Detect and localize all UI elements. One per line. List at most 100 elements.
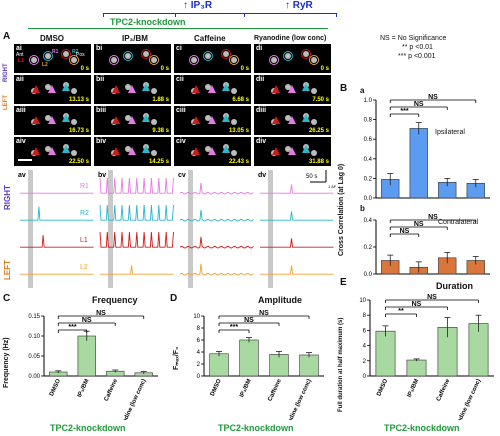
y-tick-label: 0.2 [364, 176, 373, 182]
roi-circle [221, 49, 231, 59]
trace-l1 [179, 236, 254, 249]
arrowhead-marker [192, 85, 200, 93]
cell-spot [45, 115, 51, 121]
significance-label: NS [96, 310, 106, 317]
tile-image [269, 49, 319, 65]
x-tick-label: Caffeine [267, 378, 283, 403]
cell-spot [205, 146, 211, 152]
tile-timestamp: 0 s [320, 66, 329, 72]
cell-spot [191, 57, 197, 63]
image-tile-ai: ai 0 s R1 R2 L1 L2 Ant Pos [14, 44, 91, 73]
ryr-bracket [175, 13, 337, 17]
tile-label: di [256, 45, 263, 52]
tile-label: biii [96, 107, 107, 114]
x-tick-label: Caffeine [436, 378, 452, 403]
arrowhead-marker [288, 85, 296, 93]
cell-spot [125, 84, 131, 90]
image-tile-diii: diii 26.25 s [254, 106, 331, 135]
tile-label: biv [96, 138, 107, 145]
y-tick-label: 2 [197, 362, 201, 368]
tile-image [191, 144, 237, 156]
arrowhead-marker [272, 147, 280, 155]
y-tick-label: 0.4 [364, 218, 373, 224]
trace-l2 [179, 263, 254, 276]
y-tick-label: 1.0 [364, 98, 373, 104]
x-tick-label: IP₃/BM [77, 378, 91, 398]
tile-timestamp: 13.13 s [68, 97, 89, 103]
panel-d-footer: TPC2-knockdown [218, 423, 294, 433]
y-tick-label: 0 [197, 374, 201, 380]
y-tick-label: 0.0 [364, 196, 373, 202]
significance-label: NS [414, 101, 424, 108]
image-tile-dii: dii 7.50 s [254, 75, 331, 104]
bar [299, 354, 319, 377]
tile-timestamp: 22.50 s [68, 159, 89, 165]
arrowhead-marker [142, 83, 150, 91]
tile-timestamp: 13.05 s [228, 128, 249, 134]
header: ↑ IP₃R ↑ RyR TPC2-knockdown [0, 0, 500, 30]
cell-spot [231, 57, 237, 63]
legend-ns: NS = No Significance [380, 35, 447, 42]
arrowhead-marker [112, 85, 120, 93]
y-tick-label: 10 [359, 298, 366, 304]
bar [209, 353, 229, 377]
y-tick-label: 0.10 [28, 334, 40, 340]
y-tick-label: 0 [363, 374, 367, 380]
chart-frequency: 0.00 0.05 0.10 0.15 DMSO IP₃/BM CaffeineRyanod… [28, 310, 158, 420]
cell-spot [271, 57, 277, 63]
roi-circle [189, 55, 199, 65]
side-label-right-top: RIGHT [3, 63, 9, 82]
panel-ba-sublabel: a [360, 86, 365, 95]
tile-image [31, 144, 77, 156]
roi-circle [283, 51, 293, 61]
tile-image [189, 49, 239, 65]
roi-label-l1: L1 [18, 58, 24, 64]
roi-circle [149, 55, 159, 65]
time-scale-label: 50 s [306, 174, 317, 180]
tile-timestamp: 6.68 s [232, 97, 249, 103]
tile-label: diii [256, 107, 267, 114]
tile-image [29, 49, 79, 65]
arrowhead-marker [48, 116, 56, 124]
panel-c-footer: TPC2-knockdown [50, 423, 126, 433]
tile-timestamp: 26.25 s [308, 128, 329, 134]
image-tile-di: di 0 s [254, 44, 331, 73]
image-tile-aii: aii 13.13 s [14, 75, 91, 104]
cell-spot [231, 88, 237, 94]
significance-label: NS [412, 301, 422, 308]
cell-spot [151, 119, 157, 125]
significance-label: NS [414, 221, 424, 228]
trace-label-l2: L2 [80, 264, 88, 271]
x-tick-label: Caffeine [104, 378, 120, 403]
cell-spot [71, 57, 77, 63]
legend-p001: *** p <0.001 [398, 53, 436, 60]
significance-legend: NS = No Significance ** p <0.01 *** p <0… [380, 34, 495, 61]
tile-image [31, 82, 77, 94]
y-tick-label: 0.00 [28, 374, 40, 380]
arrowhead-marker [208, 116, 216, 124]
anterior-label: Ant [16, 52, 24, 58]
chart-ipsilateral: 0.0 0.2 0.4 0.6 0.8 1.0 *** NS NS [364, 94, 490, 202]
arrowhead-marker [128, 85, 136, 93]
tile-image [191, 82, 237, 94]
trace-l1 [99, 231, 174, 248]
y-tick-label: 0.2 [364, 245, 373, 251]
y-tick-label: 4 [197, 350, 201, 356]
cell-spot [71, 88, 77, 94]
ip3r-bracket [103, 13, 245, 17]
roi-circle [69, 55, 79, 65]
x-tick-label: DMSO [376, 378, 389, 397]
tile-timestamp: 22.43 s [228, 159, 249, 165]
tile-timestamp: 16.73 s [68, 128, 89, 134]
col-header-ryanodine: Ryanodine (low conc) [254, 35, 327, 42]
cell-spot [151, 57, 157, 63]
arrowhead-marker [32, 85, 40, 93]
tile-label: aii [16, 76, 24, 83]
trace-r2 [179, 209, 254, 222]
arrowhead-marker [62, 83, 70, 91]
trace-r2 [20, 206, 94, 221]
arrowhead-marker [302, 83, 310, 91]
cell-spot [63, 51, 69, 57]
arrowhead-marker [208, 85, 216, 93]
stimulus-bar [188, 170, 193, 288]
